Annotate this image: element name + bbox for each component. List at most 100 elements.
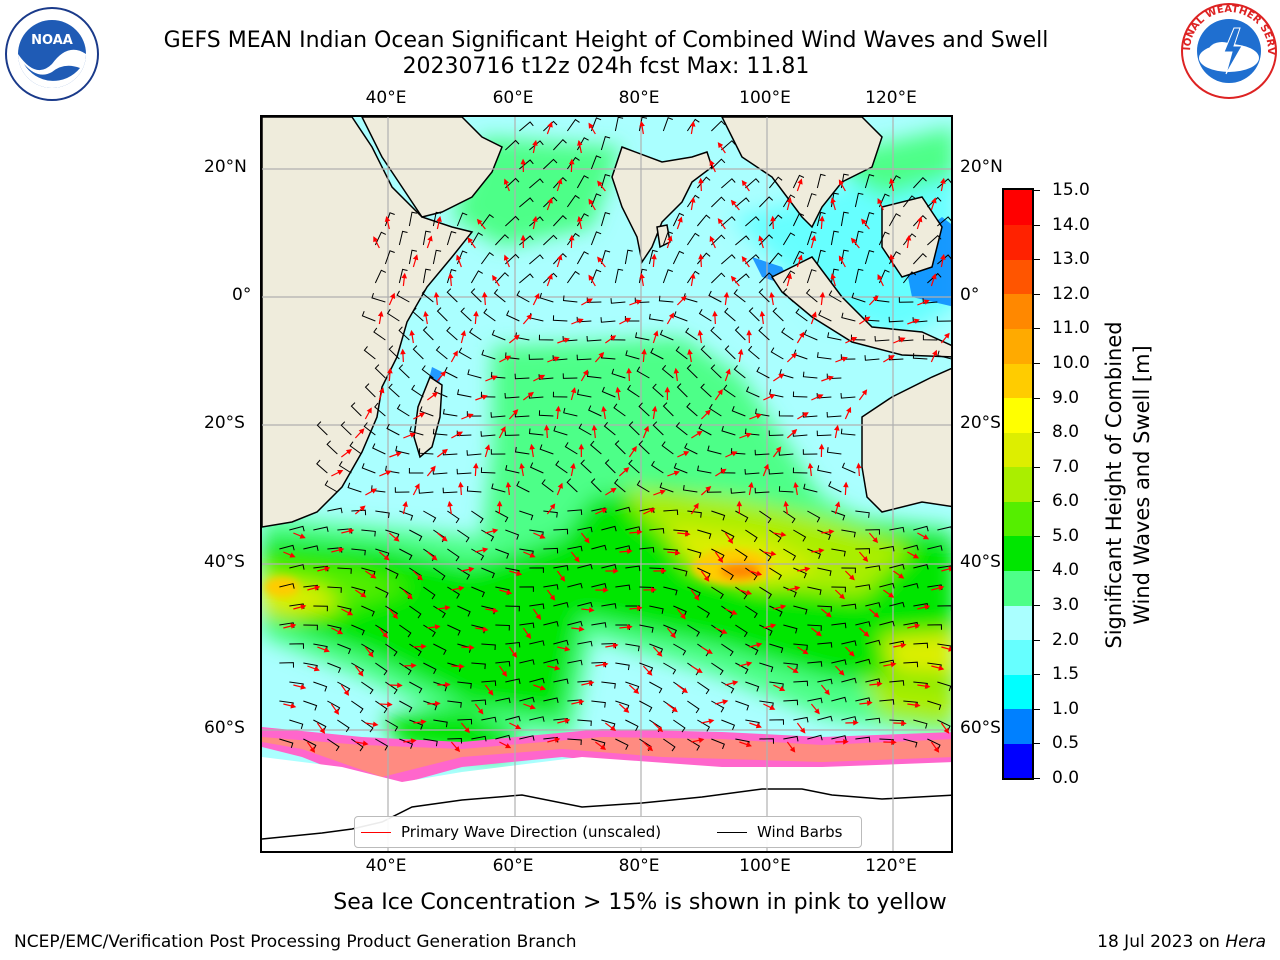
wave-arrow-head: [601, 508, 608, 514]
wind-barb: [711, 158, 726, 170]
wind-barb: [610, 298, 626, 304]
wind-barb: [471, 548, 485, 561]
wind-barb: [951, 625, 953, 633]
wind-barb: [874, 335, 890, 342]
wind-barb: [562, 373, 578, 379]
wind-barb: [490, 449, 506, 455]
wind-barb: [865, 717, 881, 724]
colorbar-segment: [1004, 259, 1032, 295]
wave-arrow-head: [430, 465, 436, 472]
wave-arrow-head: [898, 573, 905, 579]
wind-barb: [772, 307, 784, 322]
wind-barb: [495, 660, 511, 667]
wave-arrow-head: [503, 178, 510, 185]
wind-barb: [721, 643, 734, 657]
wind-barb: [687, 624, 700, 637]
wind-barb: [841, 716, 857, 722]
wave-arrow-head: [452, 350, 458, 357]
wind-barb: [361, 529, 376, 537]
wave-arrow-head: [400, 348, 406, 355]
wind-barb: [576, 175, 589, 189]
wind-barb: [783, 699, 799, 706]
wind-barb: [723, 384, 736, 398]
lat-tick-right: 60°S: [960, 718, 1001, 738]
wind-barb: [505, 464, 520, 474]
colorbar-title-line1: Significant Height of Combined: [1102, 321, 1126, 649]
wind-barb: [614, 117, 624, 132]
wind-barb: [816, 173, 826, 189]
wave-arrow-head: [511, 651, 518, 658]
wind-barb: [770, 347, 784, 360]
wave-arrow-head: [362, 740, 369, 747]
colorbar-tick: [1034, 708, 1040, 710]
wave-arrow-head: [501, 670, 508, 677]
wave-arrow-head: [830, 197, 836, 204]
wind-barb: [481, 643, 496, 651]
wind-barb: [447, 700, 462, 708]
colorbar-tick: [1034, 432, 1040, 434]
wind-barb: [432, 249, 442, 265]
wind-barb: [951, 701, 953, 712]
wave-arrow-head: [432, 392, 439, 398]
wave-arrow-head: [876, 681, 883, 687]
wind-barb: [529, 254, 544, 265]
wave-arrow-head: [290, 623, 297, 629]
wind-barb: [759, 548, 772, 562]
wind-barb: [614, 440, 626, 455]
wind-barb: [816, 249, 826, 265]
wave-arrow-head: [792, 667, 799, 674]
wind-barb: [576, 354, 592, 361]
wind-barb: [516, 290, 530, 303]
wind-barb: [721, 425, 736, 436]
wind-barb: [519, 510, 534, 521]
wind-barb: [625, 526, 641, 532]
wind-barb: [831, 586, 846, 593]
lon-tick-bottom: 100°E: [739, 856, 791, 876]
wind-barb: [865, 639, 881, 646]
lon-tick-bottom: 60°E: [492, 856, 534, 876]
wave-arrow-head: [534, 293, 540, 300]
wind-barb: [754, 487, 770, 494]
wind-barb: [604, 459, 616, 474]
wind-barb: [538, 410, 554, 417]
wave-arrow-head: [944, 332, 950, 339]
wind-barb: [388, 383, 400, 398]
wind-barb: [505, 177, 520, 189]
wind-barb: [590, 155, 602, 170]
wave-arrow-head: [612, 642, 619, 649]
wind-barb: [470, 270, 483, 284]
colorbar-tick-label: 6.0: [1052, 491, 1080, 512]
wind-barb: [279, 738, 294, 749]
wind-barb: [783, 624, 798, 634]
wave-arrow-head: [577, 318, 584, 324]
wind-barb: [879, 699, 895, 705]
wind-barb: [408, 468, 424, 474]
wave-arrow-head: [889, 253, 895, 260]
svg-text:NOAA: NOAA: [31, 33, 73, 48]
wind-barb: [433, 719, 448, 728]
wave-arrow-head: [680, 295, 687, 302]
wind-barb: [807, 510, 821, 523]
wind-barb: [697, 529, 712, 539]
wind-barb: [686, 118, 700, 132]
wind-barb: [480, 431, 496, 437]
wind-barb: [745, 605, 758, 619]
wind-barb: [745, 254, 760, 265]
wave-arrow-head: [377, 310, 384, 317]
wind-barb: [555, 460, 568, 474]
wave-arrow-head: [659, 489, 666, 495]
wave-arrow-head: [481, 394, 488, 400]
wind-barb: [818, 310, 832, 322]
wind-barb: [673, 719, 686, 733]
wind-barb: [471, 510, 484, 524]
wave-arrow-head: [574, 556, 580, 563]
wind-barb: [807, 586, 822, 595]
wave-arrow-head: [481, 291, 488, 298]
wave-arrow-head: [769, 704, 776, 710]
wind-barb: [792, 212, 805, 227]
wind-barb: [385, 719, 399, 732]
lon-tick-top: 60°E: [492, 88, 534, 108]
wind-barb: [480, 467, 496, 474]
wave-arrow-head: [759, 310, 766, 317]
wind-barb: [399, 624, 412, 638]
